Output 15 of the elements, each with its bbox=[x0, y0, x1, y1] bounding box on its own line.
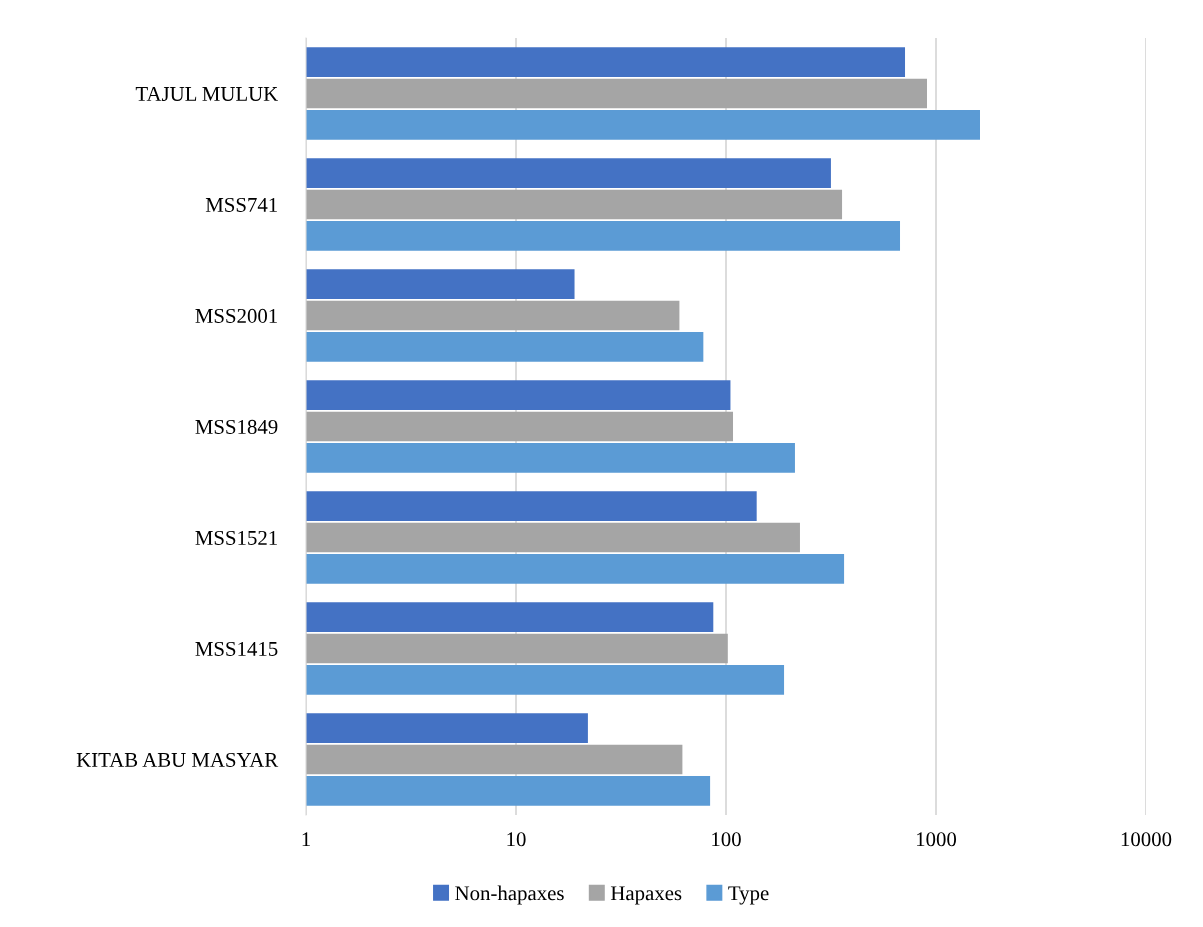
y-tick-label: KITAB ABU MASYAR bbox=[76, 752, 279, 767]
y-tick-label: MSS1849 bbox=[195, 419, 278, 434]
y-tick-label: MSS1521 bbox=[195, 530, 277, 545]
y-tick-label: MSS1415 bbox=[195, 641, 278, 656]
x-tick-label: 1 bbox=[302, 832, 310, 847]
x-tick-label: 10000 bbox=[1121, 832, 1172, 847]
x-tick-label: 10 bbox=[507, 832, 526, 847]
y-tick-label: MSS741 bbox=[205, 197, 277, 212]
y-tick-label: MSS2001 bbox=[195, 308, 277, 323]
x-tick-label: 100 bbox=[712, 832, 741, 847]
legend-label: Hapaxes bbox=[610, 886, 682, 905]
legend-label: Type bbox=[728, 886, 769, 905]
x-tick-label: 1000 bbox=[917, 832, 957, 847]
y-tick-label: TAJUL MULUK bbox=[135, 86, 279, 101]
legend-label: Non-hapaxes bbox=[455, 885, 564, 905]
